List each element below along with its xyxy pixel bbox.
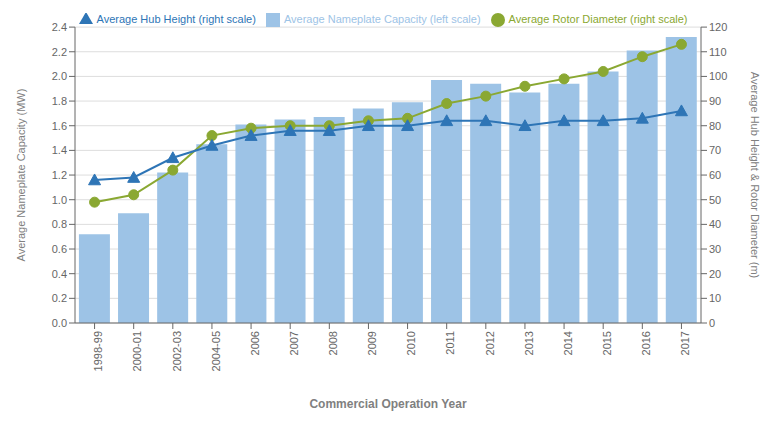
svg-text:1.0: 1.0 — [52, 194, 67, 206]
svg-text:2004-05: 2004-05 — [210, 331, 222, 371]
svg-text:2.2: 2.2 — [52, 46, 67, 58]
svg-text:2008: 2008 — [327, 331, 339, 355]
svg-text:2013: 2013 — [523, 331, 535, 355]
svg-text:80: 80 — [709, 120, 721, 132]
svg-text:120: 120 — [709, 21, 727, 33]
svg-text:2011: 2011 — [444, 331, 456, 355]
svg-text:2010: 2010 — [405, 331, 417, 355]
html-text:Average Nameplate Capacity (le: Average Nameplate Capacity (left scale) — [283, 13, 481, 25]
svg-text:0.0: 0.0 — [52, 317, 67, 329]
svg-text:1.2: 1.2 — [52, 169, 67, 181]
svg-text:2014: 2014 — [562, 331, 574, 355]
svg-text:0.8: 0.8 — [52, 218, 67, 230]
html-text:Average Rotor Diameter (right: Average Rotor Diameter (right scale) — [508, 13, 688, 25]
svg-text:2015: 2015 — [601, 331, 613, 355]
svg-text:1998-99: 1998-99 — [92, 331, 104, 371]
svg-text:0.6: 0.6 — [52, 243, 67, 255]
svg-text:2009: 2009 — [366, 331, 378, 355]
svg-text:0.4: 0.4 — [52, 268, 67, 280]
svg-text:2000-01: 2000-01 — [131, 331, 143, 371]
html-text:Average Hub Height (right scal: Average Hub Height (right scale) — [96, 13, 256, 25]
svg-text:20: 20 — [709, 268, 721, 280]
svg-text:60: 60 — [709, 169, 721, 181]
svg-text:2017: 2017 — [679, 331, 691, 355]
svg-text:40: 40 — [709, 218, 721, 230]
svg-text:100: 100 — [709, 70, 727, 82]
svg-text:2002-03: 2002-03 — [171, 331, 183, 371]
svg-text:70: 70 — [709, 144, 721, 156]
svg-text:10: 10 — [709, 292, 721, 304]
svg-text:30: 30 — [709, 243, 721, 255]
svg-text:1.6: 1.6 — [52, 120, 67, 132]
svg-text:2.0: 2.0 — [52, 70, 67, 82]
svg-text:2006: 2006 — [249, 331, 261, 355]
svg-text:1.8: 1.8 — [52, 95, 67, 107]
svg-text:Average Hub Height & Rotor Dia: Average Hub Height & Rotor Diameter (m) — [749, 72, 761, 278]
svg-text:2007: 2007 — [288, 331, 300, 355]
svg-text:90: 90 — [709, 95, 721, 107]
svg-text:Commercial Operation Year: Commercial Operation Year — [309, 397, 467, 411]
svg-text:0.2: 0.2 — [52, 292, 67, 304]
svg-text:50: 50 — [709, 194, 721, 206]
svg-text:0: 0 — [709, 317, 715, 329]
svg-text:110: 110 — [709, 46, 727, 58]
svg-text:Average Nameplate Capacity (MW: Average Nameplate Capacity (MW) — [15, 89, 27, 262]
svg-text:2.4: 2.4 — [52, 21, 67, 33]
svg-text:1.4: 1.4 — [52, 144, 67, 156]
svg-text:2012: 2012 — [484, 331, 496, 355]
svg-text:2016: 2016 — [640, 331, 652, 355]
